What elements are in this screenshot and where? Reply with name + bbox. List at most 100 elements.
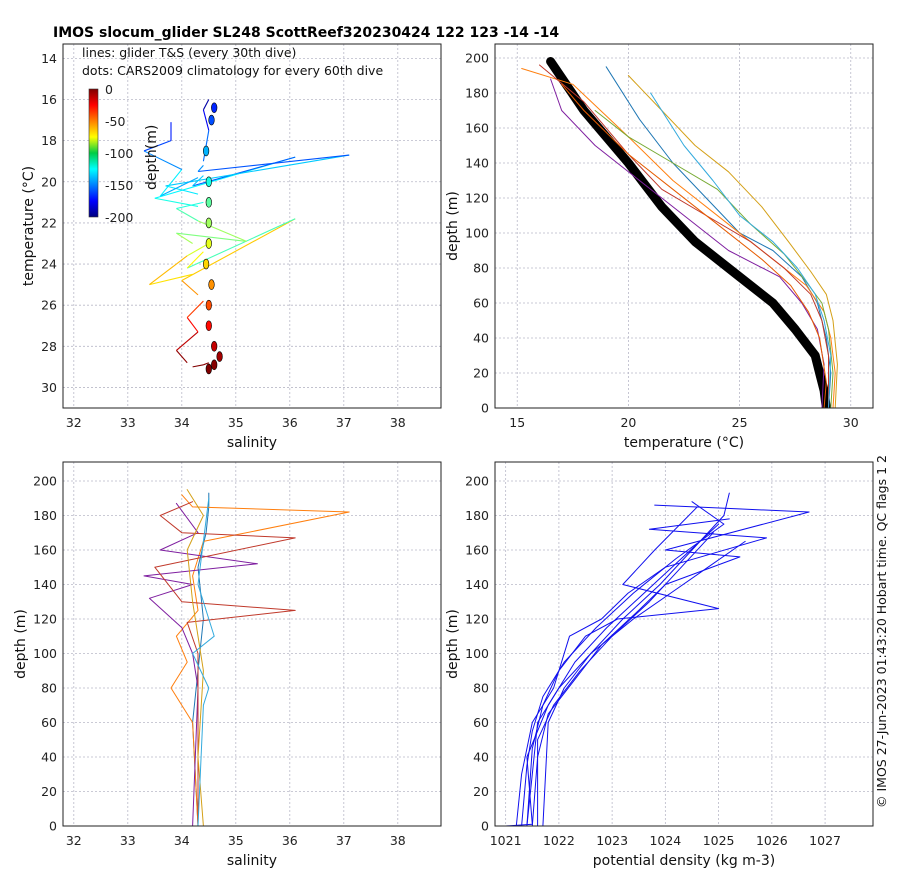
ts-line-segment — [176, 232, 193, 244]
climatology-dot — [205, 197, 212, 208]
y-tick-label: 120 — [465, 191, 489, 206]
x-tick-label: 1021 — [490, 833, 522, 848]
y-tick-label: 200 — [465, 51, 489, 66]
depth-colorbar: 0 -50 -100 -150 -200 depth(m) — [88, 82, 160, 225]
x-tick-label: 38 — [390, 415, 406, 430]
y-tick-label: 40 — [473, 749, 489, 764]
x-tick-label: 36 — [282, 415, 298, 430]
glider-profile — [531, 504, 810, 826]
glider-profile — [627, 75, 838, 408]
ts-line-segment — [143, 150, 183, 170]
y-tick-label: 140 — [465, 156, 489, 171]
ts-line-segment — [165, 154, 350, 187]
x-axis-label: temperature (°C) — [624, 435, 744, 451]
x-tick-label: 33 — [120, 415, 136, 430]
y-tick-label: 22 — [41, 215, 57, 230]
climatology-dot — [205, 320, 212, 332]
glider-profile — [186, 489, 204, 826]
x-tick-label: 35 — [228, 833, 244, 848]
glider-profile — [526, 506, 720, 826]
x-tick-label: 1027 — [809, 833, 841, 848]
y-axis-label: depth (m) — [13, 609, 29, 679]
y-tick-label: 180 — [465, 86, 489, 101]
y-tick-label: 20 — [41, 174, 57, 189]
y-tick-label: 20 — [473, 366, 489, 381]
x-tick-label: 1026 — [756, 833, 788, 848]
y-axis-label: depth (m) — [445, 609, 461, 679]
x-tick-label: 32 — [66, 833, 82, 848]
ts-line-segment — [175, 350, 188, 364]
plot-area — [505, 492, 810, 826]
y-tick-label: 100 — [465, 646, 489, 661]
climatology-dot — [211, 341, 218, 352]
glider-profile — [650, 92, 832, 408]
plot-area — [521, 57, 838, 408]
glider-profile — [515, 518, 767, 826]
glider-profile — [605, 66, 832, 408]
glider-profile — [143, 502, 258, 826]
climatology-dot — [216, 351, 223, 362]
y-tick-label: 28 — [41, 339, 57, 354]
y-axis-label: depth (m) — [445, 191, 461, 261]
y-tick-label: 40 — [473, 331, 489, 346]
ts-line-segment — [154, 197, 199, 208]
x-tick-label: 34 — [174, 833, 190, 848]
x-tick-label: 37 — [336, 833, 352, 848]
y-tick-label: 60 — [473, 715, 489, 730]
y-tick-label: 140 — [465, 577, 489, 592]
glider-profile — [542, 540, 746, 826]
y-tick-label: 18 — [41, 133, 57, 148]
y-tick-label: 160 — [33, 542, 57, 557]
axes-frame — [494, 43, 874, 409]
y-tick-label: 14 — [41, 51, 57, 66]
ts-line-segment — [186, 218, 296, 269]
y-tick-label: 120 — [465, 611, 489, 626]
x-tick-label: 37 — [336, 415, 352, 430]
x-tick-label: 1023 — [596, 833, 628, 848]
glider-profile — [170, 494, 350, 826]
salinity-profile-axes: 32 33 34 35 36 37 38 0 20 40 60 80 100 120 140 160 180 20… — [13, 461, 442, 869]
y-tick-label: 80 — [41, 680, 57, 695]
glider-profile — [537, 532, 714, 826]
y-tick-label: 140 — [33, 577, 57, 592]
y-tick-label: 80 — [473, 680, 489, 695]
ts-line-segment — [176, 232, 247, 242]
climatology-dot — [211, 359, 218, 371]
x-tick-label: 1024 — [649, 833, 681, 848]
ts-line-segment — [186, 243, 210, 257]
climatology-dot — [205, 176, 212, 188]
y-tick-label: 40 — [41, 749, 57, 764]
ts-line-segment — [186, 251, 204, 269]
y-tick-label: 180 — [33, 508, 57, 523]
ts-line-segment — [192, 364, 204, 368]
density-profile-axes: 1021 1022 1023 1024 1025 1026 1027 0 20 40 60 80 100… — [445, 461, 874, 869]
climatology-dot — [208, 279, 215, 290]
x-axis-label: salinity — [227, 853, 277, 869]
climatology-dot — [205, 217, 212, 229]
ts-line-segment — [159, 169, 183, 197]
axes-frame — [62, 461, 442, 827]
y-tick-label: 160 — [465, 121, 489, 136]
y-tick-label: 80 — [473, 261, 489, 276]
glider-profile — [192, 497, 215, 826]
x-tick-label: 34 — [174, 415, 190, 430]
ts-line-segment — [176, 331, 199, 351]
y-tick-label: 20 — [41, 784, 57, 799]
ts-line-segment — [197, 154, 350, 173]
x-axis-label: salinity — [227, 435, 277, 451]
y-tick-label: 100 — [465, 226, 489, 241]
ts-line-segment — [165, 185, 199, 195]
temperature-profile-axes: 15 20 25 30 0 20 40 60 80 100 120 140 160 180 200 tempe… — [445, 43, 874, 451]
x-tick-label: 32 — [66, 415, 82, 430]
plot-area — [143, 489, 350, 826]
glider-profile — [539, 64, 829, 408]
copyright-note: © IMOS 27-Jun-2023 01:43:20 Hobart time.… — [874, 455, 889, 808]
climatology-dot — [205, 299, 212, 311]
glider-profile — [561, 83, 827, 408]
y-tick-label: 26 — [41, 298, 57, 313]
y-tick-label: 180 — [465, 508, 489, 523]
y-tick-label: 24 — [41, 257, 57, 272]
climatology-dot — [205, 238, 212, 249]
ts-line-segment — [197, 164, 204, 172]
y-tick-label: 160 — [465, 542, 489, 557]
